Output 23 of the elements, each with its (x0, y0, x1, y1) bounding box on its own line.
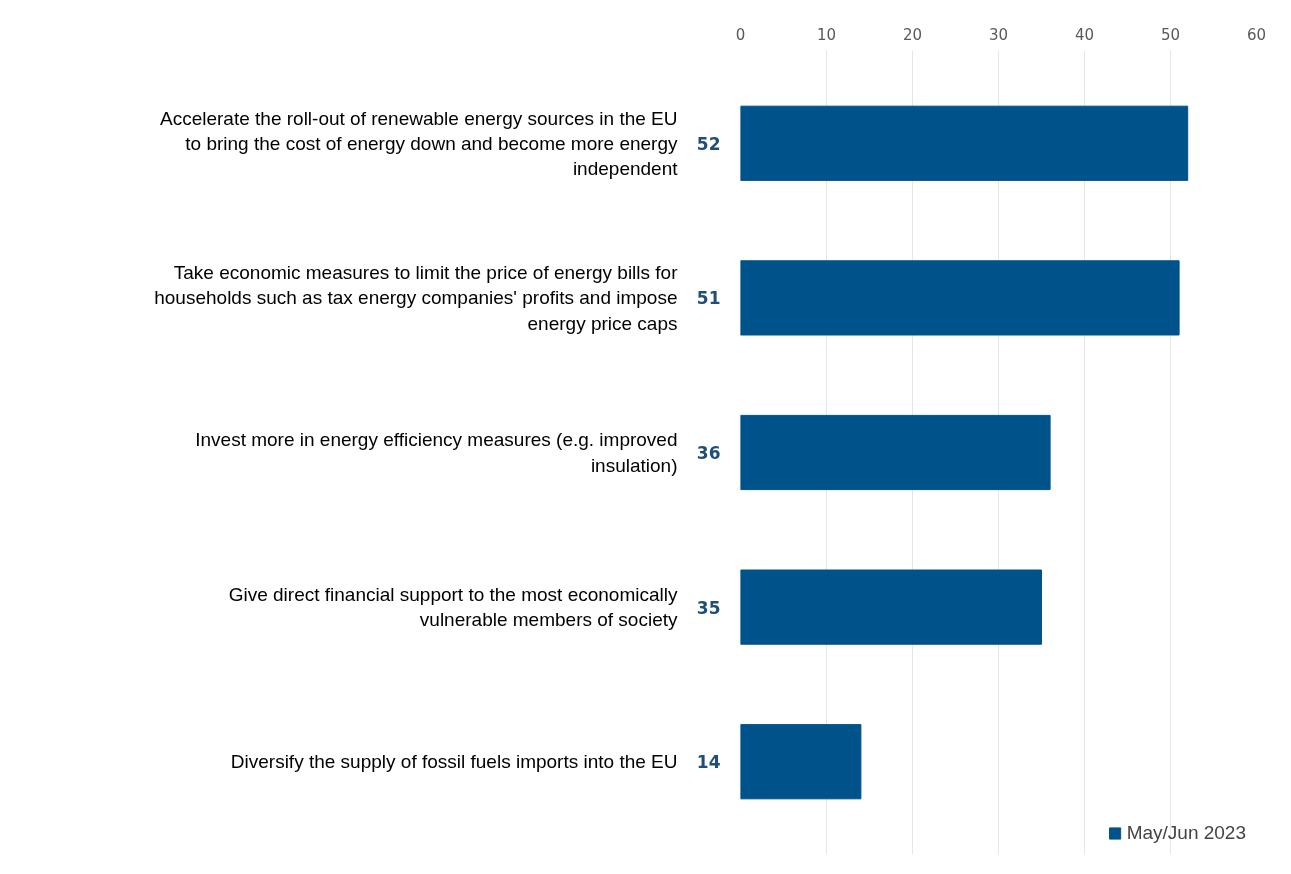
bar (740, 105, 1189, 181)
x-tick-label: 0 (735, 25, 746, 44)
x-tick-label: 60 (1246, 25, 1267, 44)
data-label: 52 (696, 133, 721, 154)
data-label: 36 (696, 443, 721, 463)
x-tick-label: 30 (988, 25, 1009, 44)
bar (740, 569, 1042, 645)
y-tick-label: Take economic measures to limit the price of energy bills for households such as tax energy companies' profits and impose energy price caps (154, 262, 679, 334)
bar (740, 724, 862, 800)
y-tick-label: Accelerate the roll-out of renewable energy sources in the EU to bring the cost of energy down and become more energy independent (160, 107, 679, 179)
y-tick-label: Invest more in energy efficiency measures (e.g. improved insulation) (195, 429, 678, 476)
x-tick-label: 40 (1074, 25, 1095, 44)
y-tick-label: Diversify the supply of fossil fuels imports into the EU (230, 751, 678, 773)
data-label: 35 (696, 597, 721, 618)
bar (740, 414, 1051, 491)
bar (740, 260, 1180, 336)
legend-label: May/Jun 2023 (1126, 822, 1246, 844)
x-tick-label: 50 (1160, 25, 1181, 44)
y-tick-label: Give direct financial support to the most economically vulnerable members of society (228, 584, 678, 631)
x-tick-label: 10 (816, 25, 837, 44)
data-label: 51 (696, 288, 721, 309)
x-tick-label: 20 (902, 25, 923, 44)
data-label: 14 (696, 752, 721, 773)
